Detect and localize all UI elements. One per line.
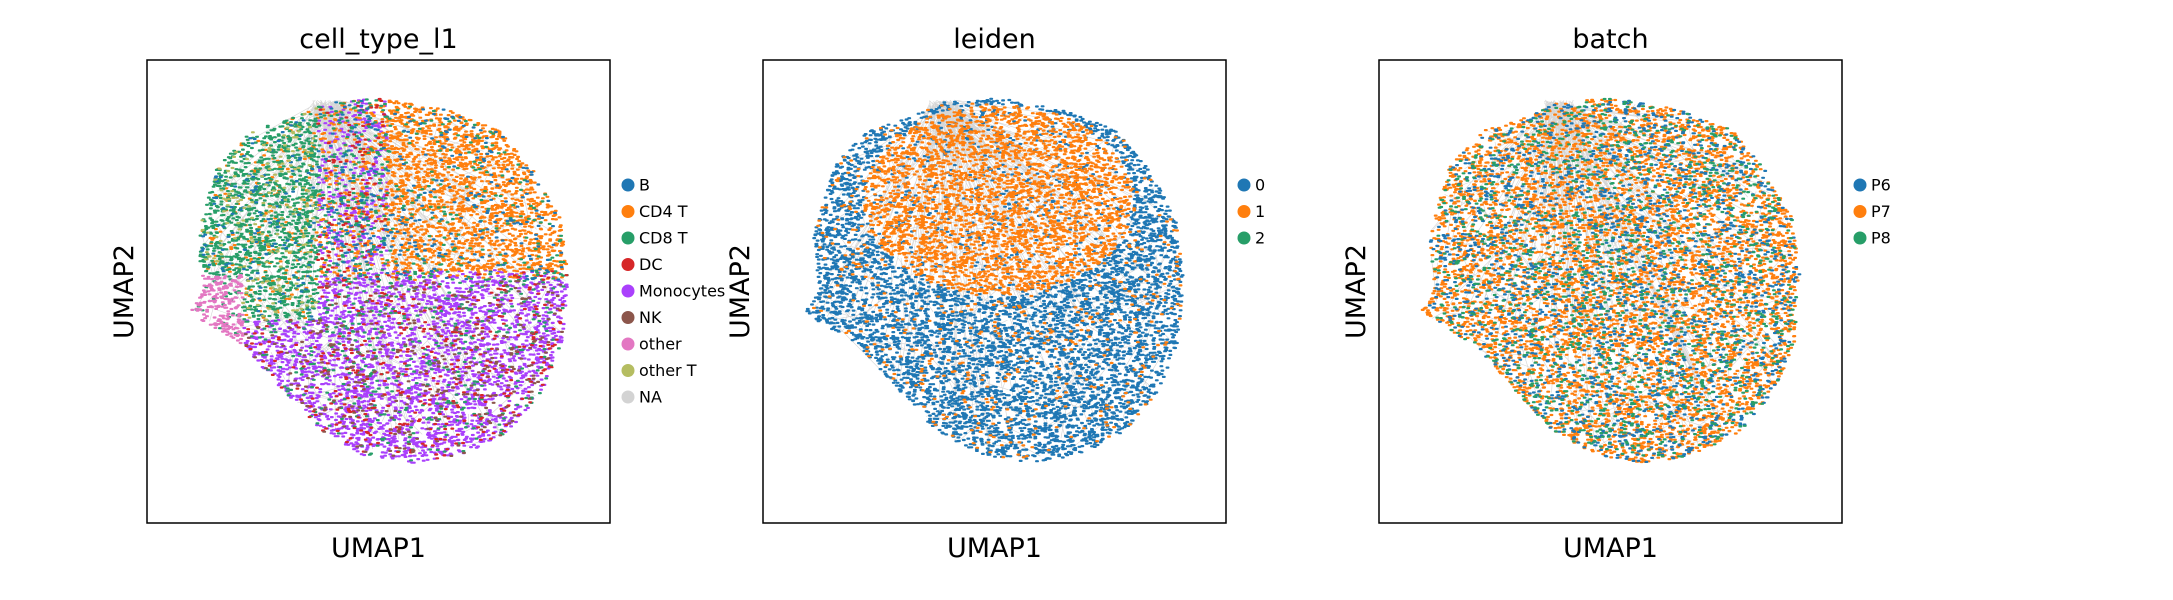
legend-marker xyxy=(1237,205,1251,218)
legend-label: CD8 T xyxy=(639,229,688,248)
legend-marker xyxy=(621,390,635,404)
legend-label: other T xyxy=(639,361,697,380)
legend-marker xyxy=(1853,178,1867,192)
legend-label: B xyxy=(639,176,650,195)
x-axis-label: UMAP1 xyxy=(1563,533,1658,564)
point-group xyxy=(200,107,320,321)
legend-label: NK xyxy=(639,308,662,327)
scatter-points xyxy=(190,97,569,464)
panel-title: cell_type_l1 xyxy=(299,24,457,55)
legend-marker xyxy=(621,231,635,245)
legend-marker xyxy=(621,178,635,192)
legend-marker xyxy=(621,258,635,271)
legend-marker xyxy=(621,364,635,377)
legend: 0 1 2 xyxy=(1237,176,1265,248)
legend-marker xyxy=(1237,231,1251,245)
point-group xyxy=(200,99,564,321)
x-axis-label: UMAP1 xyxy=(947,533,1042,564)
legend-label: 0 xyxy=(1255,176,1265,195)
legend-marker xyxy=(621,311,635,324)
panel-batch: batch UMAP1 UMAP2 P6 P7 P8 xyxy=(1341,24,1891,564)
legend-marker xyxy=(1853,231,1867,245)
legend-label: 2 xyxy=(1255,229,1265,248)
scatter-points xyxy=(805,97,1185,463)
legend: P6 P7 P8 xyxy=(1853,176,1891,248)
plot-frame xyxy=(1378,59,1843,524)
panel-cell-type: cell_type_l1 UMAP1 UMAP2 B CD4 T CD8 T DC Mo… xyxy=(109,24,725,564)
legend-label: P7 xyxy=(1871,202,1891,221)
legend-marker xyxy=(621,205,635,218)
plot-frame xyxy=(762,59,1227,524)
x-axis-label: UMAP1 xyxy=(331,533,426,564)
y-axis-label: UMAP2 xyxy=(1341,244,1372,339)
legend-marker xyxy=(621,284,635,298)
legend-label: P8 xyxy=(1871,229,1891,248)
legend-label: 1 xyxy=(1255,202,1265,221)
legend-label: P6 xyxy=(1871,176,1891,195)
y-axis-label: UMAP2 xyxy=(109,244,140,339)
legend-marker xyxy=(1237,178,1251,192)
legend-label: DC xyxy=(639,255,663,274)
legend-label: Monocytes xyxy=(639,282,725,301)
panel-title: leiden xyxy=(953,24,1035,55)
point-group xyxy=(1430,97,1799,458)
point-group xyxy=(1427,99,1802,463)
point-group xyxy=(190,274,245,345)
legend-label: CD4 T xyxy=(639,202,688,221)
plot-frame xyxy=(146,59,611,524)
legend-marker xyxy=(621,337,635,351)
point-group xyxy=(243,280,564,457)
legend-label: other xyxy=(639,335,682,354)
legend-marker xyxy=(1853,205,1867,218)
point-group xyxy=(811,102,1183,459)
legend: B CD4 T CD8 T DC Monocytes NK other other T NA xyxy=(621,176,725,407)
panel-leiden: leiden UMAP1 UMAP2 0 1 2 xyxy=(725,24,1265,564)
legend-label: NA xyxy=(639,388,662,407)
y-axis-label: UMAP2 xyxy=(725,244,756,339)
panel-title: batch xyxy=(1572,24,1648,55)
scatter-points xyxy=(1420,97,1802,464)
